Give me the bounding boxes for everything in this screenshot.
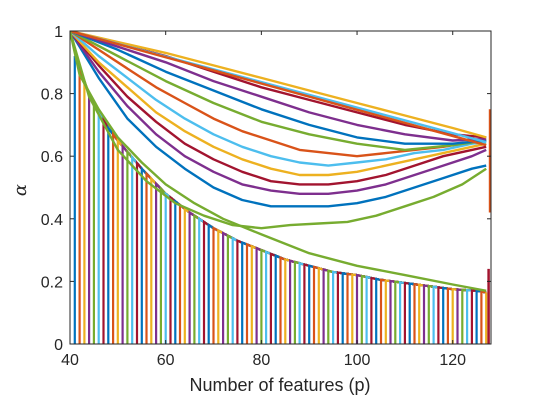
series-lines <box>70 31 487 292</box>
x-tick-label: 60 <box>157 352 175 369</box>
series-line <box>70 31 487 195</box>
x-tick-label: 80 <box>252 352 270 369</box>
y-axis-label: α <box>10 184 31 196</box>
series-line <box>70 31 487 167</box>
y-tick-label: 0 <box>54 337 63 354</box>
series-line <box>70 31 487 230</box>
x-tick-label: 100 <box>344 352 371 369</box>
series-line <box>70 31 487 292</box>
y-tick-label: 1 <box>54 24 63 41</box>
axes: 40 60 80 100 120 0 0.2 0.4 0.6 0.8 1 <box>41 24 492 369</box>
axes-box <box>69 30 492 345</box>
x-axis-label: Number of features (p) <box>189 375 370 395</box>
y-tick-label: 0.2 <box>41 274 63 291</box>
series-line <box>70 31 487 147</box>
series-line <box>70 31 487 142</box>
series-line <box>70 31 487 177</box>
series-line <box>70 31 487 145</box>
series-line <box>70 31 487 152</box>
band-series-line <box>480 290 487 344</box>
y-tick-label: 0.4 <box>41 212 63 229</box>
dense-series-band <box>73 55 491 344</box>
x-tick-label: 120 <box>439 352 466 369</box>
y-tick-label: 0.8 <box>41 87 63 104</box>
series-line <box>70 31 487 139</box>
series-line <box>70 31 487 208</box>
x-tick-label: 40 <box>61 352 79 369</box>
y-tick-label: 0.6 <box>41 149 63 166</box>
series-line <box>70 31 487 186</box>
